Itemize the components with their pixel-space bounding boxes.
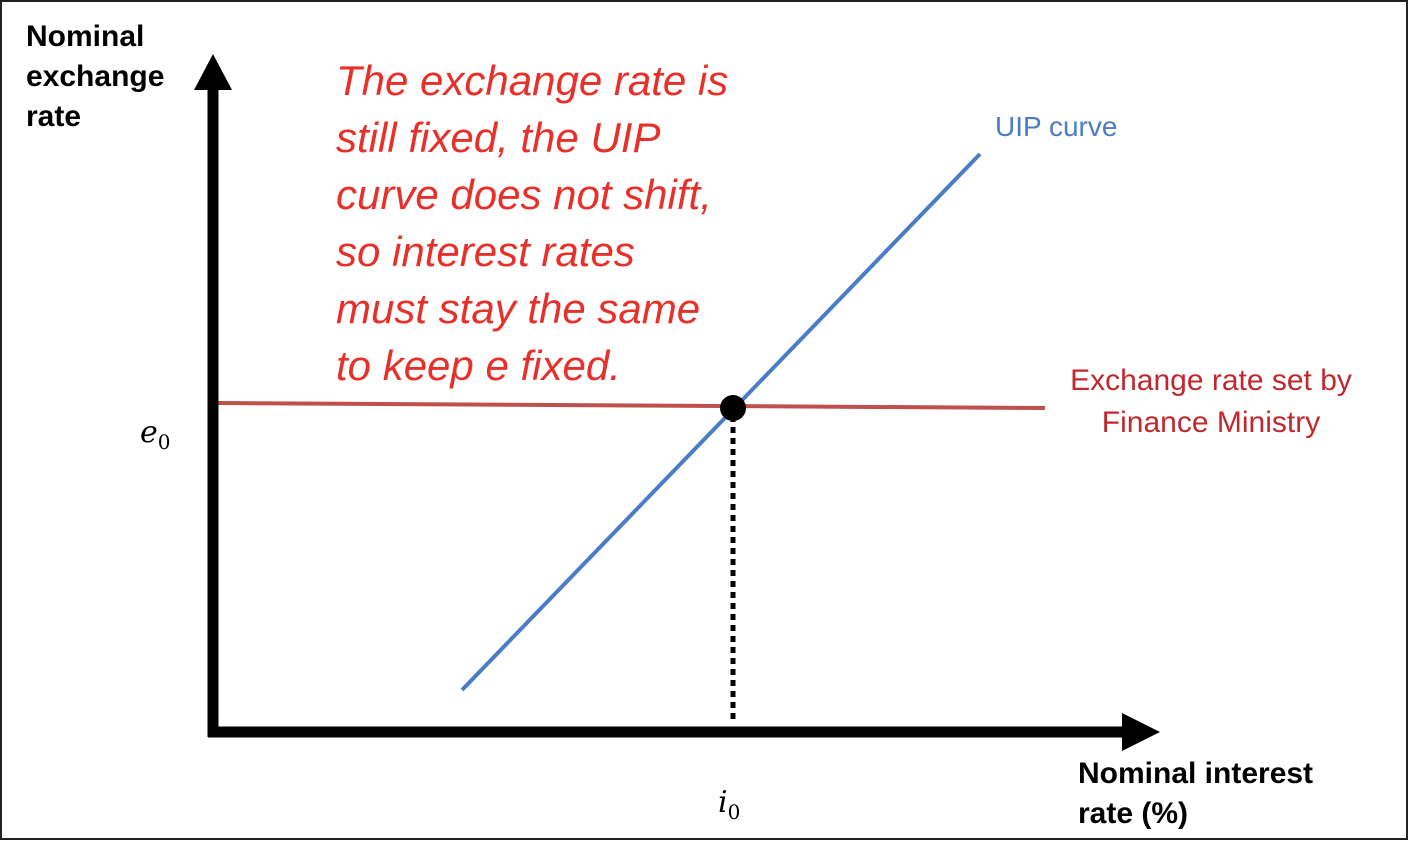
fixed-rate-label: Exchange rate set by Finance Ministry <box>1070 364 1352 439</box>
y-tick-sub: 0 <box>157 430 171 454</box>
y-axis-title: Nominal exchange rate <box>26 20 165 133</box>
annotation-text: The exchange rate is still fixed, the UI… <box>336 57 729 389</box>
uip-curve-label: UIP curve <box>995 111 1118 142</box>
y-tick-e0: e0 <box>140 380 171 454</box>
x-tick-sub: 0 <box>727 800 741 824</box>
y-axis-arrowhead <box>194 54 232 90</box>
y-tick-base: e <box>140 415 158 450</box>
x-tick-i0: i0 <box>718 750 740 824</box>
uip-curve <box>460 152 982 692</box>
x-axis-title: Nominal interest rate (%) <box>1078 757 1314 830</box>
equilibrium-point <box>720 395 746 421</box>
fixed-rate-line <box>217 401 1046 410</box>
x-tick-base: i <box>718 785 728 820</box>
x-axis-arrowhead <box>1122 713 1160 751</box>
